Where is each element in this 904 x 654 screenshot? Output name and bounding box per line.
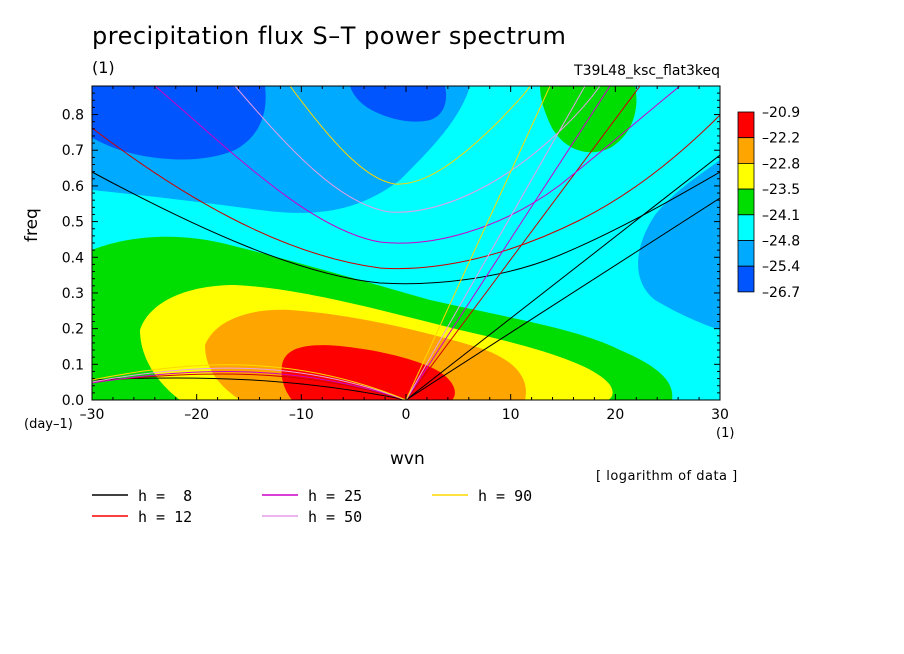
data-note: [ logarithm of data ] <box>596 469 738 484</box>
y-tick-label: 0.0 <box>62 393 84 409</box>
y-tick-label: 0.7 <box>62 143 84 159</box>
x-tick-label: 0 <box>402 407 411 423</box>
x-tick-label: –10 <box>289 407 314 423</box>
curve-h90-rossby <box>92 364 407 400</box>
colorbar-label: –23.5 <box>762 182 800 198</box>
colorbar-label: –24.1 <box>762 208 800 224</box>
curve-h8-symmetric <box>92 171 720 285</box>
chart-title: precipitation flux S–T power spectrum <box>92 22 567 50</box>
contour-band-light-blue-right <box>638 160 720 330</box>
legend-label: h = 12 <box>138 508 192 526</box>
colorbar-swatch <box>737 137 755 164</box>
colorbar-label: –24.8 <box>762 234 800 250</box>
curve-h50-rossby <box>92 367 407 400</box>
curve-h25-rossby <box>92 371 407 400</box>
colorbar-swatch <box>737 265 755 293</box>
colorbar-label: –22.2 <box>762 131 800 147</box>
contour-band-dark-blue <box>92 86 266 160</box>
x-axis-unit: (1) <box>716 426 735 441</box>
contour-fill-layer <box>92 86 720 400</box>
curve-h12-rossby <box>92 373 407 400</box>
colorbar-swatch <box>737 240 755 267</box>
x-tick-label: 10 <box>502 407 520 423</box>
curve-h8-kelvin <box>405 197 720 400</box>
curve-h50-kelvin <box>405 86 586 400</box>
legend-label: h = 8 <box>138 487 192 505</box>
legend: h = 8 h = 12 h = 25 h = 50 h = 90 <box>92 487 532 526</box>
colorbar-label: –20.9 <box>762 105 800 121</box>
chart-units-label: (1) <box>92 58 115 77</box>
y-axis-unit: (day–1) <box>24 417 73 432</box>
x-tick-label: –30 <box>80 407 105 423</box>
curve-h25-kelvin <box>405 86 611 400</box>
y-axis: 0.0 0.1 0.2 0.3 0.4 0.5 0.6 0.7 0.8 <box>62 85 720 409</box>
colorbar-label: –22.8 <box>762 156 800 172</box>
colorbar-swatch <box>737 188 755 216</box>
x-tick-label: 30 <box>711 407 729 423</box>
dispersion-curves <box>92 86 720 400</box>
curve-h90-symmetric <box>289 86 531 185</box>
curve-h12-symmetric <box>92 114 720 270</box>
x-tick-label: –20 <box>184 407 209 423</box>
experiment-name: T39L48_ksc_flat3keq <box>574 63 720 79</box>
x-axis-label: wvn <box>390 449 425 469</box>
curve-h8-kelvin2 <box>405 154 720 400</box>
legend-label: h = 90 <box>478 487 532 505</box>
y-tick-label: 0.6 <box>62 179 84 195</box>
y-tick-label: 0.3 <box>62 286 84 302</box>
curve-h50-symmetric <box>234 86 601 213</box>
x-axis: –30 –20 –10 0 10 20 30 <box>80 86 729 423</box>
y-tick-label: 0.2 <box>62 322 84 338</box>
curve-h90-kelvin <box>405 86 551 400</box>
colorbar-label: –25.4 <box>762 259 800 275</box>
legend-label: h = 50 <box>308 508 362 526</box>
legend-label: h = 25 <box>308 487 362 505</box>
y-tick-label: 0.4 <box>62 250 84 266</box>
colorbar-swatch <box>737 111 755 139</box>
y-tick-label: 0.5 <box>62 215 84 231</box>
curve-h25-symmetric <box>154 86 681 244</box>
y-tick-label: 0.8 <box>62 108 84 124</box>
contour-band-dark-blue-pocket <box>350 86 447 122</box>
y-tick-label: 0.1 <box>62 357 84 373</box>
curve-h12-kelvin <box>405 86 641 400</box>
curve-h8-rossby <box>92 377 407 400</box>
colorbar: –20.9 –22.2 –22.8 –23.5 –24.1 –24.8 –25.4 –26.7 <box>737 105 800 301</box>
x-tick-label: 20 <box>606 407 624 423</box>
colorbar-label: –26.7 <box>762 285 800 301</box>
colorbar-swatch <box>737 214 755 241</box>
colorbar-swatch <box>737 162 755 190</box>
